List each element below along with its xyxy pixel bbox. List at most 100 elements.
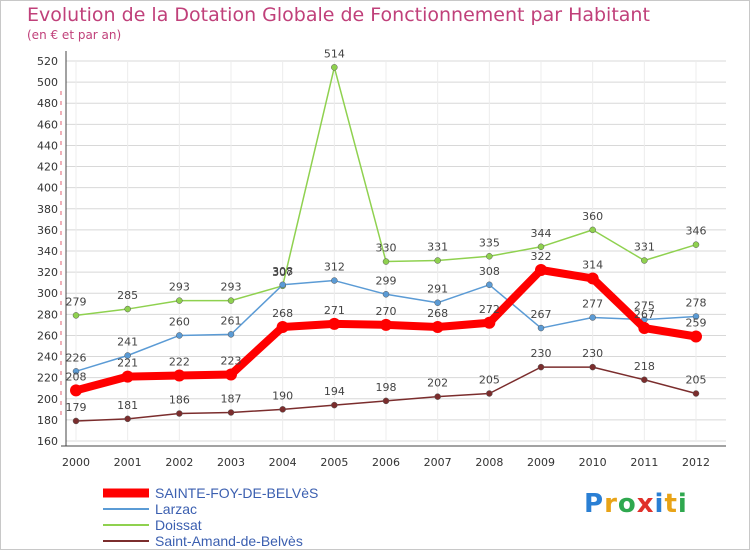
series-0-point-2010 — [586, 272, 599, 285]
y-tick-label-300: 300 — [37, 287, 58, 300]
series-0-label-2000: 208 — [66, 370, 87, 383]
series-3-point-2004 — [279, 406, 286, 413]
series-2-point-2012 — [692, 241, 700, 248]
series-2-label-2006: 330 — [376, 242, 397, 255]
series-2-point-2011 — [641, 257, 648, 264]
x-tick-label-2003: 2003 — [217, 456, 245, 469]
series-0-label-2012: 259 — [686, 317, 707, 330]
series-0-label-2007: 268 — [427, 307, 448, 320]
series-3-point-2003 — [227, 409, 235, 416]
series-1-point-2007 — [434, 299, 441, 306]
series-1-label-2012: 278 — [686, 296, 707, 309]
x-tick-label-2006: 2006 — [372, 456, 400, 469]
series-2-label-2002: 293 — [169, 281, 190, 294]
legend-item-sainte-foy: SAINTE-FOY-DE-BELVèS — [101, 485, 318, 501]
legend-item-saint-amand: Saint-Amand-de-Belvès — [101, 533, 318, 549]
series-0-label-2010: 314 — [582, 258, 603, 271]
series-3-label-2000: 179 — [66, 401, 87, 414]
series-0-point-2011 — [638, 322, 651, 335]
legend-swatch-saint-amand — [103, 540, 149, 542]
x-tick-label-2009: 2009 — [527, 456, 555, 469]
logo-letter-p: P — [584, 489, 605, 519]
y-tick-label-280: 280 — [37, 308, 58, 321]
logo-letter-o: o — [617, 489, 637, 519]
series-1-label-2001: 241 — [117, 336, 138, 349]
series-3-label-2004: 190 — [272, 389, 293, 402]
x-tick-label-2008: 2008 — [475, 456, 503, 469]
series-1-point-2003 — [227, 331, 235, 338]
series-0-point-2012 — [690, 330, 702, 343]
logo-letter-i: i — [654, 489, 665, 519]
x-tick-label-2001: 2001 — [114, 456, 142, 469]
series-1-label-2007: 291 — [427, 283, 448, 296]
logo-letter-i2: i — [677, 489, 688, 519]
series-0-point-2006 — [380, 318, 392, 331]
series-0-label-2009: 322 — [531, 250, 552, 263]
y-tick-label-380: 380 — [37, 203, 58, 216]
legend-swatch-sainte-foy — [103, 488, 149, 498]
x-tick-label-2012: 2012 — [682, 456, 710, 469]
series-2-point-2005 — [331, 64, 338, 71]
x-tick-label-2010: 2010 — [579, 456, 607, 469]
series-2-label-2000: 279 — [66, 295, 87, 308]
y-tick-label-260: 260 — [37, 329, 58, 342]
series-3-point-2006 — [382, 397, 390, 405]
series-2-label-2004: 307 — [272, 266, 293, 279]
series-0-label-2011: 267 — [634, 308, 655, 321]
x-tick-label-2002: 2002 — [165, 456, 193, 469]
chart-subtitle: (en € et par an) — [27, 28, 122, 42]
legend-item-larzac: Larzac — [101, 501, 318, 517]
series-1-point-2010 — [589, 314, 596, 321]
legend-swatch-doissat — [103, 524, 149, 526]
y-tick-label-160: 160 — [37, 435, 58, 448]
series-0-point-2000 — [70, 384, 82, 397]
series-1-label-2011: 275 — [634, 300, 655, 313]
y-tick-label-340: 340 — [37, 245, 58, 258]
series-3-label-2012: 205 — [686, 374, 707, 387]
series-3-label-2007: 202 — [427, 377, 448, 390]
x-tick-label-2000: 2000 — [62, 456, 90, 469]
series-0-point-2008 — [483, 316, 496, 329]
series-1-point-2008 — [486, 281, 493, 289]
series-1-point-2005 — [331, 277, 338, 284]
series-0-point-2002 — [173, 369, 186, 382]
y-tick-label-320: 320 — [37, 266, 58, 279]
series-0-point-2007 — [431, 321, 444, 333]
series-1-point-2000 — [72, 368, 80, 375]
legend-label-saint-amand: Saint-Amand-de-Belvès — [155, 533, 303, 549]
series-2-label-2005: 514 — [324, 47, 345, 60]
series-2-label-2011: 331 — [634, 241, 655, 254]
x-tick-label-2007: 2007 — [424, 456, 452, 469]
series-0-label-2001: 221 — [117, 357, 138, 370]
legend-item-doissat: Doissat — [101, 517, 318, 533]
series-1-point-2009 — [537, 324, 545, 332]
series-3-label-2005: 194 — [324, 385, 345, 398]
series-3-label-2001: 181 — [117, 399, 138, 412]
y-tick-label-200: 200 — [37, 393, 58, 406]
series-1-label-2010: 277 — [582, 298, 603, 311]
y-tick-label-440: 440 — [37, 139, 58, 152]
logo-letter-x: x — [636, 489, 655, 519]
x-tick-label-2005: 2005 — [320, 456, 348, 469]
series-2-label-2012: 346 — [686, 225, 707, 238]
y-tick-label-460: 460 — [37, 118, 58, 131]
series-1-label-2008: 308 — [479, 265, 500, 278]
series-0-point-2005 — [328, 317, 341, 330]
series-1-point-2004 — [279, 281, 286, 289]
series-3-label-2002: 186 — [169, 394, 190, 407]
series-2-point-2008 — [486, 253, 493, 260]
proxiti-logo: Proxiti — [584, 489, 688, 519]
y-tick-label-180: 180 — [37, 414, 58, 427]
series-0-label-2004: 268 — [272, 307, 293, 320]
series-3-label-2009: 230 — [531, 347, 552, 360]
y-tick-label-500: 500 — [37, 76, 58, 89]
series-0-label-2005: 271 — [324, 304, 345, 317]
series-2-point-2000 — [72, 312, 80, 319]
series-3-point-2011 — [641, 376, 648, 384]
series-2-label-2001: 285 — [117, 289, 138, 302]
series-2-point-2001 — [124, 305, 131, 313]
series-2-label-2009: 344 — [531, 227, 552, 240]
y-tick-label-520: 520 — [37, 55, 58, 68]
chart-title: Evolution de la Dotation Globale de Fonc… — [27, 4, 650, 26]
